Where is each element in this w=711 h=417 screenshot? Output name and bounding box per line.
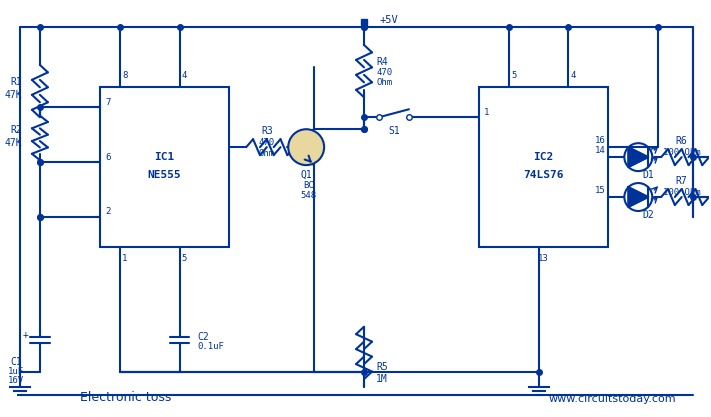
Text: 8: 8 xyxy=(122,71,127,80)
Text: 6: 6 xyxy=(105,153,110,162)
Text: C2: C2 xyxy=(198,332,209,342)
Text: IC2: IC2 xyxy=(533,152,554,162)
Text: D2: D2 xyxy=(643,210,654,220)
Text: +: + xyxy=(23,330,29,340)
Text: 15: 15 xyxy=(595,186,606,195)
Text: Q1: Q1 xyxy=(300,170,312,180)
FancyBboxPatch shape xyxy=(100,87,230,247)
Text: 5: 5 xyxy=(182,254,187,264)
Text: Electronic toss: Electronic toss xyxy=(80,392,171,404)
Text: 1uF: 1uF xyxy=(8,367,24,376)
Text: BC: BC xyxy=(303,181,314,190)
Text: R7: R7 xyxy=(676,176,688,186)
FancyBboxPatch shape xyxy=(479,87,609,247)
Text: 0.1uF: 0.1uF xyxy=(198,342,225,351)
Text: 13: 13 xyxy=(538,254,549,264)
Text: R3: R3 xyxy=(261,126,273,136)
Text: 1: 1 xyxy=(122,254,127,264)
Text: 100 Ohm: 100 Ohm xyxy=(663,148,700,157)
Text: 470: 470 xyxy=(259,138,275,147)
Text: Ohm: Ohm xyxy=(259,148,275,158)
Text: 5: 5 xyxy=(511,71,516,80)
Text: C1: C1 xyxy=(10,357,22,367)
Text: +5V: +5V xyxy=(380,15,398,25)
Text: IC1: IC1 xyxy=(154,152,175,162)
Text: D1: D1 xyxy=(643,170,654,180)
Text: 74LS76: 74LS76 xyxy=(523,170,564,180)
Text: S1: S1 xyxy=(388,126,400,136)
Text: R4: R4 xyxy=(376,58,387,68)
Text: R1: R1 xyxy=(10,77,22,87)
Text: R5: R5 xyxy=(376,362,387,372)
Text: 16V: 16V xyxy=(8,376,24,385)
Text: 47K: 47K xyxy=(4,90,22,100)
Text: 16: 16 xyxy=(595,136,606,145)
Text: 14: 14 xyxy=(595,146,606,155)
Text: 548: 548 xyxy=(300,191,316,200)
Text: Ohm: Ohm xyxy=(376,78,392,87)
Text: 1: 1 xyxy=(484,108,489,117)
Text: www.circuitstoday.com: www.circuitstoday.com xyxy=(549,394,676,404)
Text: 470: 470 xyxy=(376,68,392,77)
Text: 47K: 47K xyxy=(4,138,22,148)
Text: NE555: NE555 xyxy=(148,170,181,180)
Text: 7: 7 xyxy=(105,98,110,107)
Text: 100 Ohm: 100 Ohm xyxy=(663,188,700,196)
Text: 4: 4 xyxy=(182,71,187,80)
Text: R2: R2 xyxy=(10,125,22,135)
Text: R6: R6 xyxy=(676,136,688,146)
Polygon shape xyxy=(629,187,648,207)
Polygon shape xyxy=(629,147,648,167)
Text: 2: 2 xyxy=(105,208,110,216)
Text: 1M: 1M xyxy=(376,374,387,384)
Text: 4: 4 xyxy=(571,71,576,80)
Circle shape xyxy=(288,129,324,165)
